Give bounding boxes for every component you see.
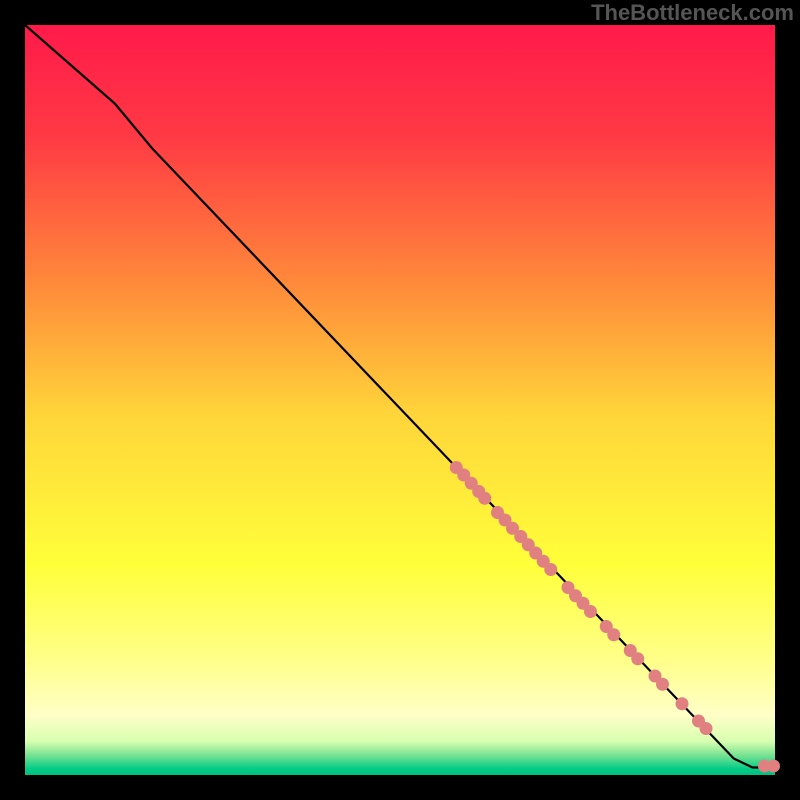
chart-marker [676,697,689,710]
chart-marker [700,722,713,735]
chart-marker [478,492,491,505]
chart-svg [0,0,800,800]
chart-container: TheBottleneck.com [0,0,800,800]
watermark-text: TheBottleneck.com [591,0,794,26]
chart-gradient-bg [25,25,775,775]
chart-marker [767,760,780,773]
chart-marker [607,628,620,641]
chart-marker [584,605,597,618]
chart-marker [656,678,669,691]
chart-marker [631,652,644,665]
chart-marker [544,563,557,576]
